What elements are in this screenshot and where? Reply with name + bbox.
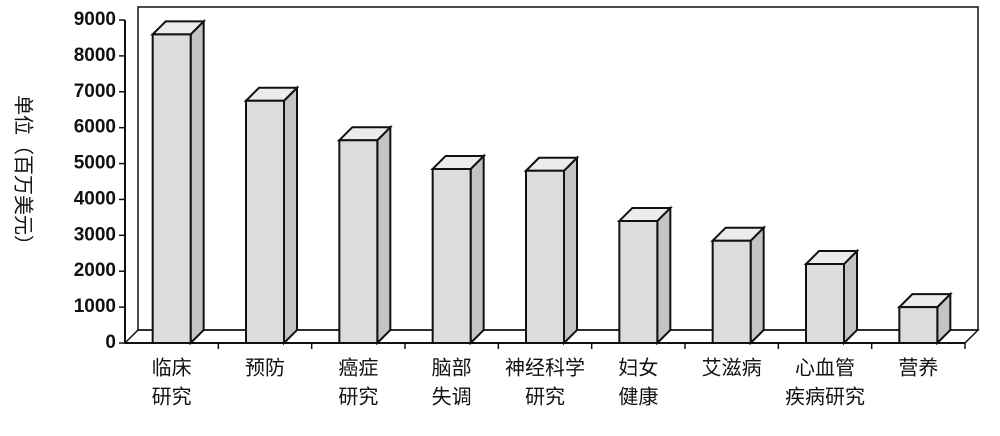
y-tick-label: 6000 <box>74 117 116 138</box>
bar-face <box>656 205 672 346</box>
x-tick-label: 研究 <box>152 385 192 409</box>
bar <box>616 205 673 346</box>
bar-face <box>469 153 485 346</box>
y-tick-label: 7000 <box>74 81 116 102</box>
x-tick-label: 癌症 <box>338 356 378 380</box>
bar-face <box>805 263 845 344</box>
bar-face <box>563 155 578 346</box>
x-tick-label: 妇女 <box>618 356 658 380</box>
x-tick-label: 营养 <box>898 356 938 380</box>
x-tick-label: 失调 <box>432 385 472 409</box>
bar-face <box>376 124 392 346</box>
bar-face <box>189 18 205 346</box>
y-tick-label: 1000 <box>74 296 116 317</box>
y-tick-label: 0 <box>105 332 116 353</box>
bar-face <box>898 306 939 344</box>
x-tick-label: 艾滋病 <box>702 356 762 380</box>
bar-face <box>431 167 472 344</box>
bar-face <box>283 85 298 346</box>
bar-face <box>843 248 858 346</box>
y-tick-label: 8000 <box>74 45 116 66</box>
bar-face <box>711 239 752 344</box>
bar <box>150 18 207 346</box>
x-tick-label: 临床 <box>152 356 192 380</box>
bar-face <box>151 33 192 344</box>
bar-face <box>618 219 659 344</box>
bar <box>803 248 860 346</box>
y-tick-label: 3000 <box>74 224 116 245</box>
x-tick-label: 神经科学 <box>505 356 585 380</box>
y-tick-label: 9000 <box>74 9 116 30</box>
bar <box>896 291 953 346</box>
y-tick-label: 5000 <box>74 153 116 174</box>
y-tick-label: 2000 <box>74 260 116 281</box>
bar-face <box>338 139 379 344</box>
bar-face <box>525 169 565 344</box>
y-tick-label: 4000 <box>74 188 116 209</box>
bar <box>710 225 767 346</box>
bar <box>430 153 487 346</box>
y-axis-label: 单位（百万美元） <box>12 95 36 255</box>
x-tick-label: 研究 <box>525 385 565 409</box>
bar-face <box>245 99 285 344</box>
x-tick-label: 健康 <box>618 385 658 409</box>
x-tick-label: 心血管 <box>795 356 855 380</box>
bar <box>523 155 580 346</box>
bar-face <box>749 225 765 346</box>
x-tick-label: 研究 <box>338 385 378 409</box>
x-tick-label: 预防 <box>245 356 285 380</box>
x-tick-label: 疾病研究 <box>785 385 865 409</box>
bar <box>336 124 393 346</box>
bar <box>243 85 300 346</box>
x-tick-label: 脑部 <box>432 356 472 380</box>
